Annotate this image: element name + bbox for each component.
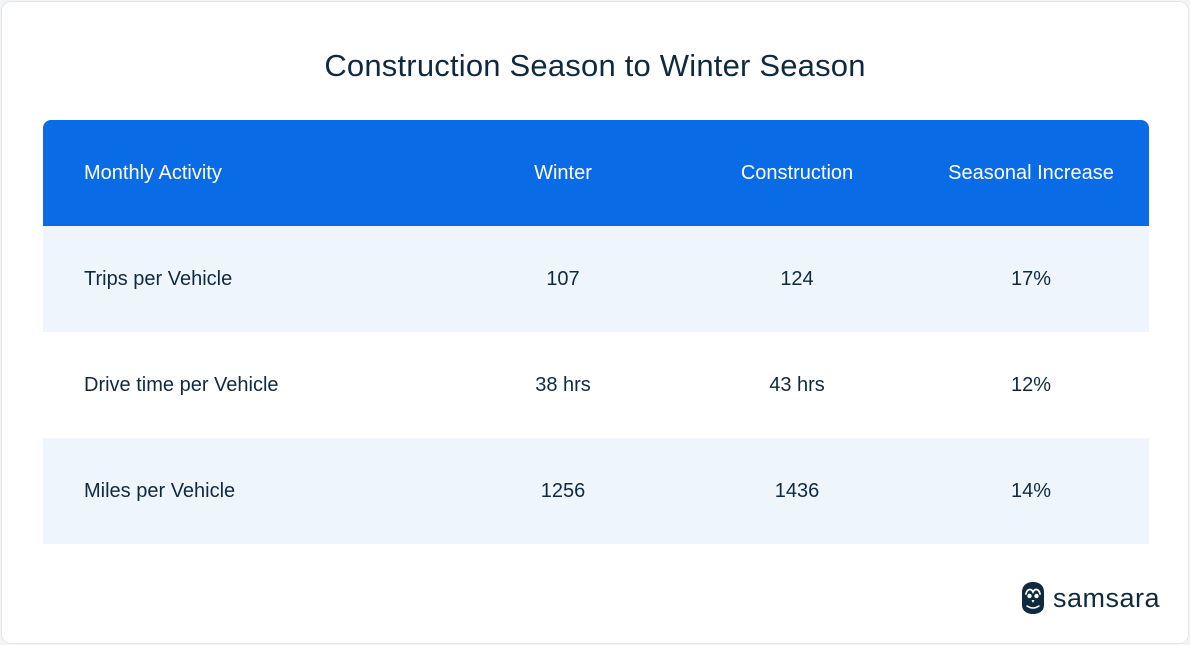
cell-winter: 107 (546, 267, 580, 290)
row-label: Miles per Vehicle (84, 479, 236, 502)
table-row: Trips per Vehicle 107 124 17% (43, 226, 1149, 332)
cell-seasonal-increase: 14% (1010, 479, 1052, 502)
header-monthly-activity: Monthly Activity (84, 161, 222, 184)
header-construction: Construction (740, 161, 854, 184)
cell-winter: 38 hrs (535, 373, 591, 396)
owl-logo-icon (1021, 582, 1044, 614)
brand-logo: samsara (1021, 581, 1160, 615)
row-label: Drive time per Vehicle (84, 373, 279, 396)
cell-seasonal-increase: 17% (1010, 267, 1052, 290)
table-row: Miles per Vehicle 1256 1436 14% (43, 438, 1149, 544)
cell-construction: 1436 (774, 479, 820, 502)
row-label: Trips per Vehicle (84, 267, 233, 290)
header-winter: Winter (534, 161, 592, 184)
header-seasonal-increase: Seasonal Increase (948, 161, 1114, 184)
table-row: Drive time per Vehicle 38 hrs 43 hrs 12% (43, 332, 1149, 438)
table-header-row: Monthly Activity Winter Construction Sea… (43, 120, 1149, 226)
data-table: Monthly Activity Winter Construction Sea… (43, 120, 1149, 544)
cell-construction: 43 hrs (769, 373, 825, 396)
brand-name: samsara (1052, 582, 1160, 613)
cell-construction: 124 (780, 267, 814, 290)
cell-winter: 1256 (540, 479, 586, 502)
cell-seasonal-increase: 12% (1010, 373, 1052, 396)
table-title: Construction Season to Winter Season (324, 48, 866, 83)
